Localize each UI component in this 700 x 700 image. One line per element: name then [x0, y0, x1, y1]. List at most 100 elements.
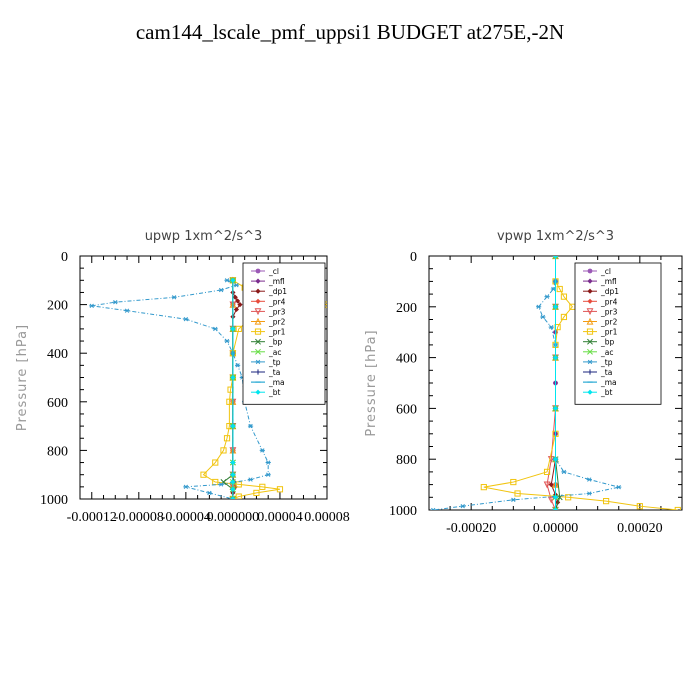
data-point-pr1: [200, 471, 207, 478]
data-point-bt: [230, 277, 236, 283]
data-point-tp: [586, 477, 592, 482]
legend-marker-tp: [255, 359, 261, 365]
y-axis-label: Pressure [hPa]: [364, 329, 379, 436]
plot-area: [89, 276, 327, 499]
data-point-pr1: [220, 447, 227, 454]
data-point-dp1: [237, 302, 243, 308]
y-tick-label: 800: [47, 444, 68, 459]
legend-box: [242, 262, 326, 405]
legend-marker-mfl: [255, 278, 261, 284]
data-point-pr1: [514, 490, 521, 497]
data-point-tp: [460, 504, 466, 509]
legend-marker-tp: [587, 359, 593, 365]
legend-box: [574, 262, 662, 405]
data-point-dp1: [235, 298, 241, 304]
data-point-tp: [247, 423, 254, 429]
y-tick-label: 0: [61, 250, 68, 265]
legend-label: _pr4: [268, 297, 286, 306]
legend-label: _bt: [600, 388, 613, 397]
legend-label: _pr1: [600, 328, 618, 337]
plot-area: [430, 256, 681, 510]
page-title: cam144_lscale_pmf_uppsi1 BUDGET at275E,-…: [135, 20, 565, 44]
x-tick-label: -0.00008: [114, 510, 164, 525]
x-tick-label: 0.00008: [304, 510, 350, 525]
legend-marker-bp: [587, 338, 593, 345]
y-tick-label: 1000: [40, 493, 68, 508]
data-point-tp: [218, 482, 224, 487]
legend-label: _ma: [268, 378, 285, 387]
data-point-tp: [183, 484, 189, 490]
legend-label: _pr1: [268, 328, 286, 337]
data-point-pr1: [253, 489, 260, 497]
x-tick-label: 0.00000: [533, 521, 579, 536]
legend-label: _cl: [600, 267, 611, 276]
data-point-ac: [552, 507, 559, 510]
legend-marker-pr1: [586, 328, 594, 335]
y-tick-label: 800: [396, 453, 417, 468]
legend-label: _bp: [268, 338, 283, 347]
legend-marker-mfl: [587, 278, 593, 284]
legend-marker-bt: [587, 389, 593, 395]
legend-marker-dp1: [255, 288, 261, 294]
data-point-bt: [230, 479, 236, 485]
y-tick-label: 1000: [389, 504, 417, 519]
y-tick-label: 600: [396, 402, 417, 417]
y-tick-label: 200: [396, 301, 417, 316]
chart-title: vpwp 1xm^2/s^3: [497, 229, 614, 244]
legend-label: _ac: [600, 348, 613, 357]
y-axis-label: Pressure [hPa]: [15, 324, 30, 431]
data-point-pr1: [603, 498, 610, 505]
y-tick-label: 200: [47, 299, 68, 314]
x-tick-label: -0.00004: [161, 510, 211, 525]
data-point-bt: [230, 459, 236, 466]
data-point-tp: [259, 448, 265, 453]
data-point-bt: [552, 355, 559, 361]
data-point-pr1: [556, 285, 563, 293]
data-point-tp: [510, 497, 516, 503]
x-tick-label: -0.00020: [446, 521, 496, 536]
legend-marker-pr3: [254, 308, 262, 316]
legend-label: _ta: [600, 368, 612, 377]
data-point-pr3: [543, 481, 551, 489]
data-point-tp: [218, 287, 224, 293]
chart-panel-upwp: upwp 1xm^2/s^3 Pressure [hPa] 0 200 400 600 80…: [15, 229, 350, 525]
data-point-bt: [230, 486, 236, 492]
legend-marker-bt: [255, 389, 261, 395]
data-point-tp: [183, 317, 189, 322]
data-point-tp: [89, 303, 95, 308]
legend-label: _cl: [268, 267, 279, 276]
data-point-pr1: [560, 313, 568, 321]
series-line-tp: [91, 279, 269, 499]
chart-title: upwp 1xm^2/s^3: [145, 229, 263, 244]
data-point-pr1: [480, 484, 487, 491]
legend-marker-pr2: [586, 317, 594, 325]
data-point-tp: [212, 326, 218, 332]
legend-label: _pr2: [600, 318, 618, 327]
legend-marker-ac: [587, 348, 593, 355]
data-point-tp: [247, 477, 254, 482]
data-point-dp1: [548, 482, 554, 488]
legend-marker-pr4: [587, 298, 593, 304]
legend-label: _ac: [268, 348, 281, 357]
series-line-pr1: [483, 281, 678, 510]
x-tick-label: 0.00020: [617, 521, 663, 536]
data-point-pr1: [212, 459, 219, 466]
data-point-tp: [265, 460, 271, 465]
data-point-pr1: [560, 293, 568, 300]
data-point-pr1: [235, 493, 242, 499]
data-point-bt: [230, 423, 236, 429]
data-point-pr1: [674, 506, 681, 510]
data-point-bt: [552, 494, 559, 500]
y-tick-label: 400: [396, 352, 417, 367]
y-tick-label: 600: [47, 396, 68, 411]
data-point-dp1: [233, 306, 240, 313]
data-point-bt: [230, 496, 236, 499]
legend-label: _mfl: [600, 277, 617, 286]
legend-marker-bp: [255, 338, 261, 345]
data-point-pr3: [547, 496, 555, 504]
data-point-tp: [206, 490, 212, 496]
data-point-bt: [230, 326, 236, 332]
data-point-tp: [171, 295, 177, 300]
data-point-tp: [430, 507, 436, 510]
